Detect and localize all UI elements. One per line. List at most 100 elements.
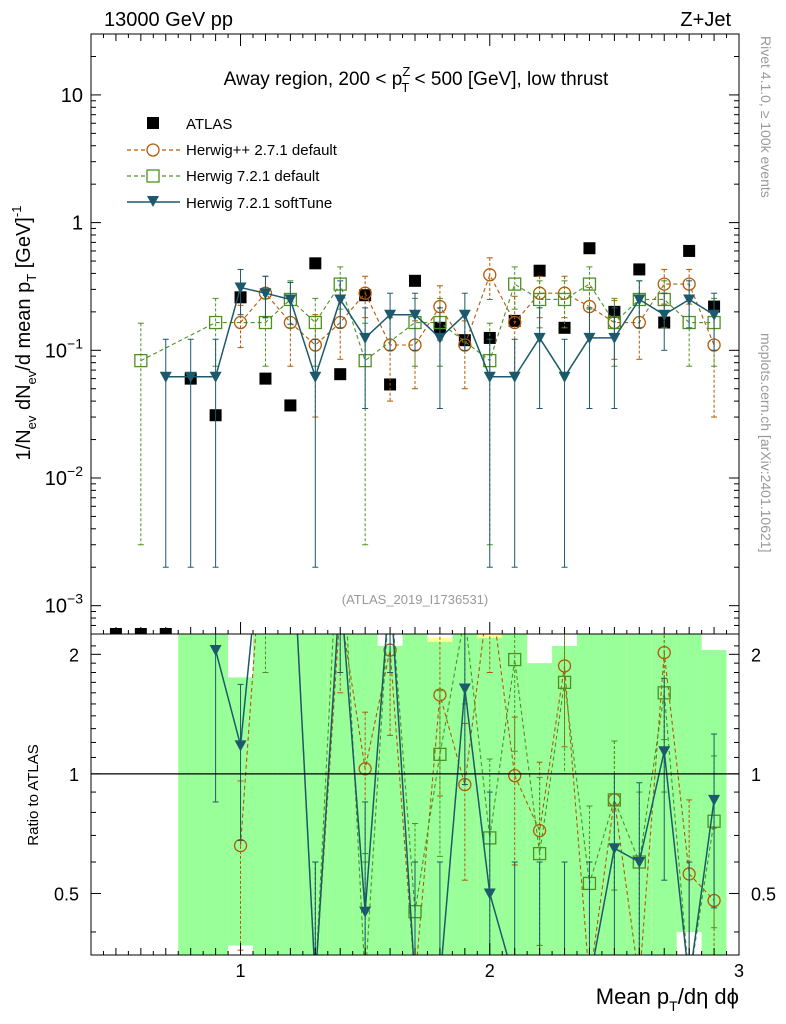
main-series-layer — [109, 242, 721, 634]
data-point-soft — [234, 740, 247, 752]
series-soft — [159, 268, 721, 568]
data-point-soft — [583, 977, 595, 988]
data-point-soft — [683, 294, 696, 306]
data-point-soft — [259, 491, 271, 502]
data-point-atlas — [633, 263, 646, 276]
ratio-series-layer — [209, 490, 721, 988]
x-tick-label: 3 — [734, 961, 744, 981]
data-point-soft — [159, 371, 172, 383]
legend-label-hpp: Herwig++ 2.7.1 default — [186, 142, 338, 159]
data-point-h7 — [309, 976, 321, 988]
data-point-atlas — [259, 372, 272, 385]
data-point-h7 — [508, 652, 522, 667]
header-left: 13000 GeV pp — [104, 9, 233, 31]
data-point-hpp — [508, 315, 522, 330]
y-tick-label-main: 10−3 — [45, 591, 83, 618]
data-point-hpp — [409, 976, 421, 988]
data-point-soft — [284, 294, 297, 306]
main-y-axis-label: 1/Nev dNev/d mean pT [GeV]-1 — [9, 206, 39, 461]
series-line-hpp — [239, 634, 715, 955]
main-plot-title: Away region, 200 < pZ T < 500 [GeV], low … — [224, 64, 609, 95]
data-point-soft — [534, 977, 546, 988]
legend-label-soft: Herwig 7.2.1 softTune — [186, 195, 332, 212]
y-tick-label-ratio: 1 — [69, 765, 79, 785]
data-point-hpp — [284, 490, 296, 502]
data-point-hpp — [309, 976, 321, 988]
data-point-soft — [309, 371, 322, 383]
data-point-h7 — [334, 490, 346, 502]
legend-marker-h7 — [146, 169, 160, 183]
legend-entry-hpp: Herwig++ 2.7.1 default — [127, 142, 338, 159]
data-point-soft — [184, 371, 197, 383]
data-point-soft — [508, 371, 521, 383]
data-point-soft — [658, 309, 671, 321]
legend-marker-soft — [147, 196, 159, 207]
y-tick-label-ratio-right: 1 — [751, 765, 761, 785]
data-point-soft — [209, 645, 222, 657]
y-tick-label-ratio-right: 0.5 — [751, 884, 776, 904]
data-point-atlas — [583, 242, 596, 255]
data-point-soft — [284, 491, 296, 502]
y-tick-label-main: 10−1 — [45, 335, 83, 362]
data-point-hpp — [358, 762, 372, 776]
data-point-atlas — [483, 331, 496, 344]
legend-marker-atlas — [147, 117, 159, 129]
legend-entry-soft: Herwig 7.2.1 softTune — [127, 195, 332, 212]
legend-entry-atlas: ATLAS — [147, 116, 232, 133]
data-point-h7 — [582, 277, 597, 291]
data-point-soft — [433, 332, 446, 344]
data-point-soft — [633, 857, 646, 869]
y-tick-label-main: 10−2 — [45, 463, 83, 490]
x-tick-label: 2 — [485, 961, 495, 981]
data-point-hpp — [358, 286, 372, 300]
data-point-soft — [533, 332, 546, 344]
data-point-atlas — [309, 257, 322, 270]
data-point-hpp — [657, 277, 671, 291]
data-point-hpp — [583, 976, 595, 988]
data-point-h7 — [308, 315, 322, 330]
legend: ATLAS Herwig++ 2.7.1 default Herwig 7.2.… — [127, 116, 338, 212]
series-line-hpp — [240, 273, 715, 347]
data-point-hpp — [259, 490, 271, 502]
y-tick-label-main: 10 — [61, 85, 83, 107]
data-point-soft — [259, 288, 272, 300]
data-point-hpp — [483, 268, 497, 282]
data-point-h7 — [359, 976, 371, 988]
data-point-soft — [483, 371, 496, 383]
data-point-soft — [458, 683, 471, 695]
data-point-soft — [583, 332, 596, 344]
data-point-h7 — [557, 292, 572, 307]
series-h7 — [134, 266, 721, 546]
y-tick-label-main: 1 — [72, 213, 83, 235]
data-point-soft — [334, 579, 346, 590]
header-right: Z+Jet — [680, 9, 731, 31]
data-point-soft — [483, 888, 496, 900]
data-point-soft — [708, 794, 721, 806]
legend-entry-h7: Herwig 7.2.1 default — [127, 168, 320, 185]
data-point-h7 — [134, 353, 148, 368]
data-point-atlas — [683, 244, 696, 257]
data-point-hpp — [484, 578, 496, 590]
data-point-soft — [708, 309, 721, 321]
legend-label-h7: Herwig 7.2.1 default — [186, 168, 320, 185]
data-point-h7 — [557, 675, 572, 690]
data-point-soft — [359, 332, 372, 344]
data-point-h7 — [532, 846, 547, 861]
data-point-h7 — [508, 277, 522, 291]
data-point-atlas — [334, 368, 347, 381]
data-point-atlas — [533, 264, 546, 277]
data-point-soft — [409, 977, 421, 988]
data-point-soft — [559, 977, 571, 988]
data-point-soft — [384, 309, 397, 321]
band-green — [277, 634, 303, 955]
data-point-soft — [558, 371, 571, 383]
data-point-soft — [458, 309, 471, 321]
analysis-tag: (ATLAS_2019_I1736531) — [342, 592, 488, 607]
data-point-h7 — [259, 578, 271, 590]
data-point-soft — [334, 294, 347, 306]
data-point-h7 — [433, 747, 447, 761]
y-tick-label-ratio: 0.5 — [54, 884, 79, 904]
rivet-version-text: Rivet 4.1.0, ≥ 100k events — [758, 36, 774, 198]
data-point-soft — [509, 977, 521, 988]
